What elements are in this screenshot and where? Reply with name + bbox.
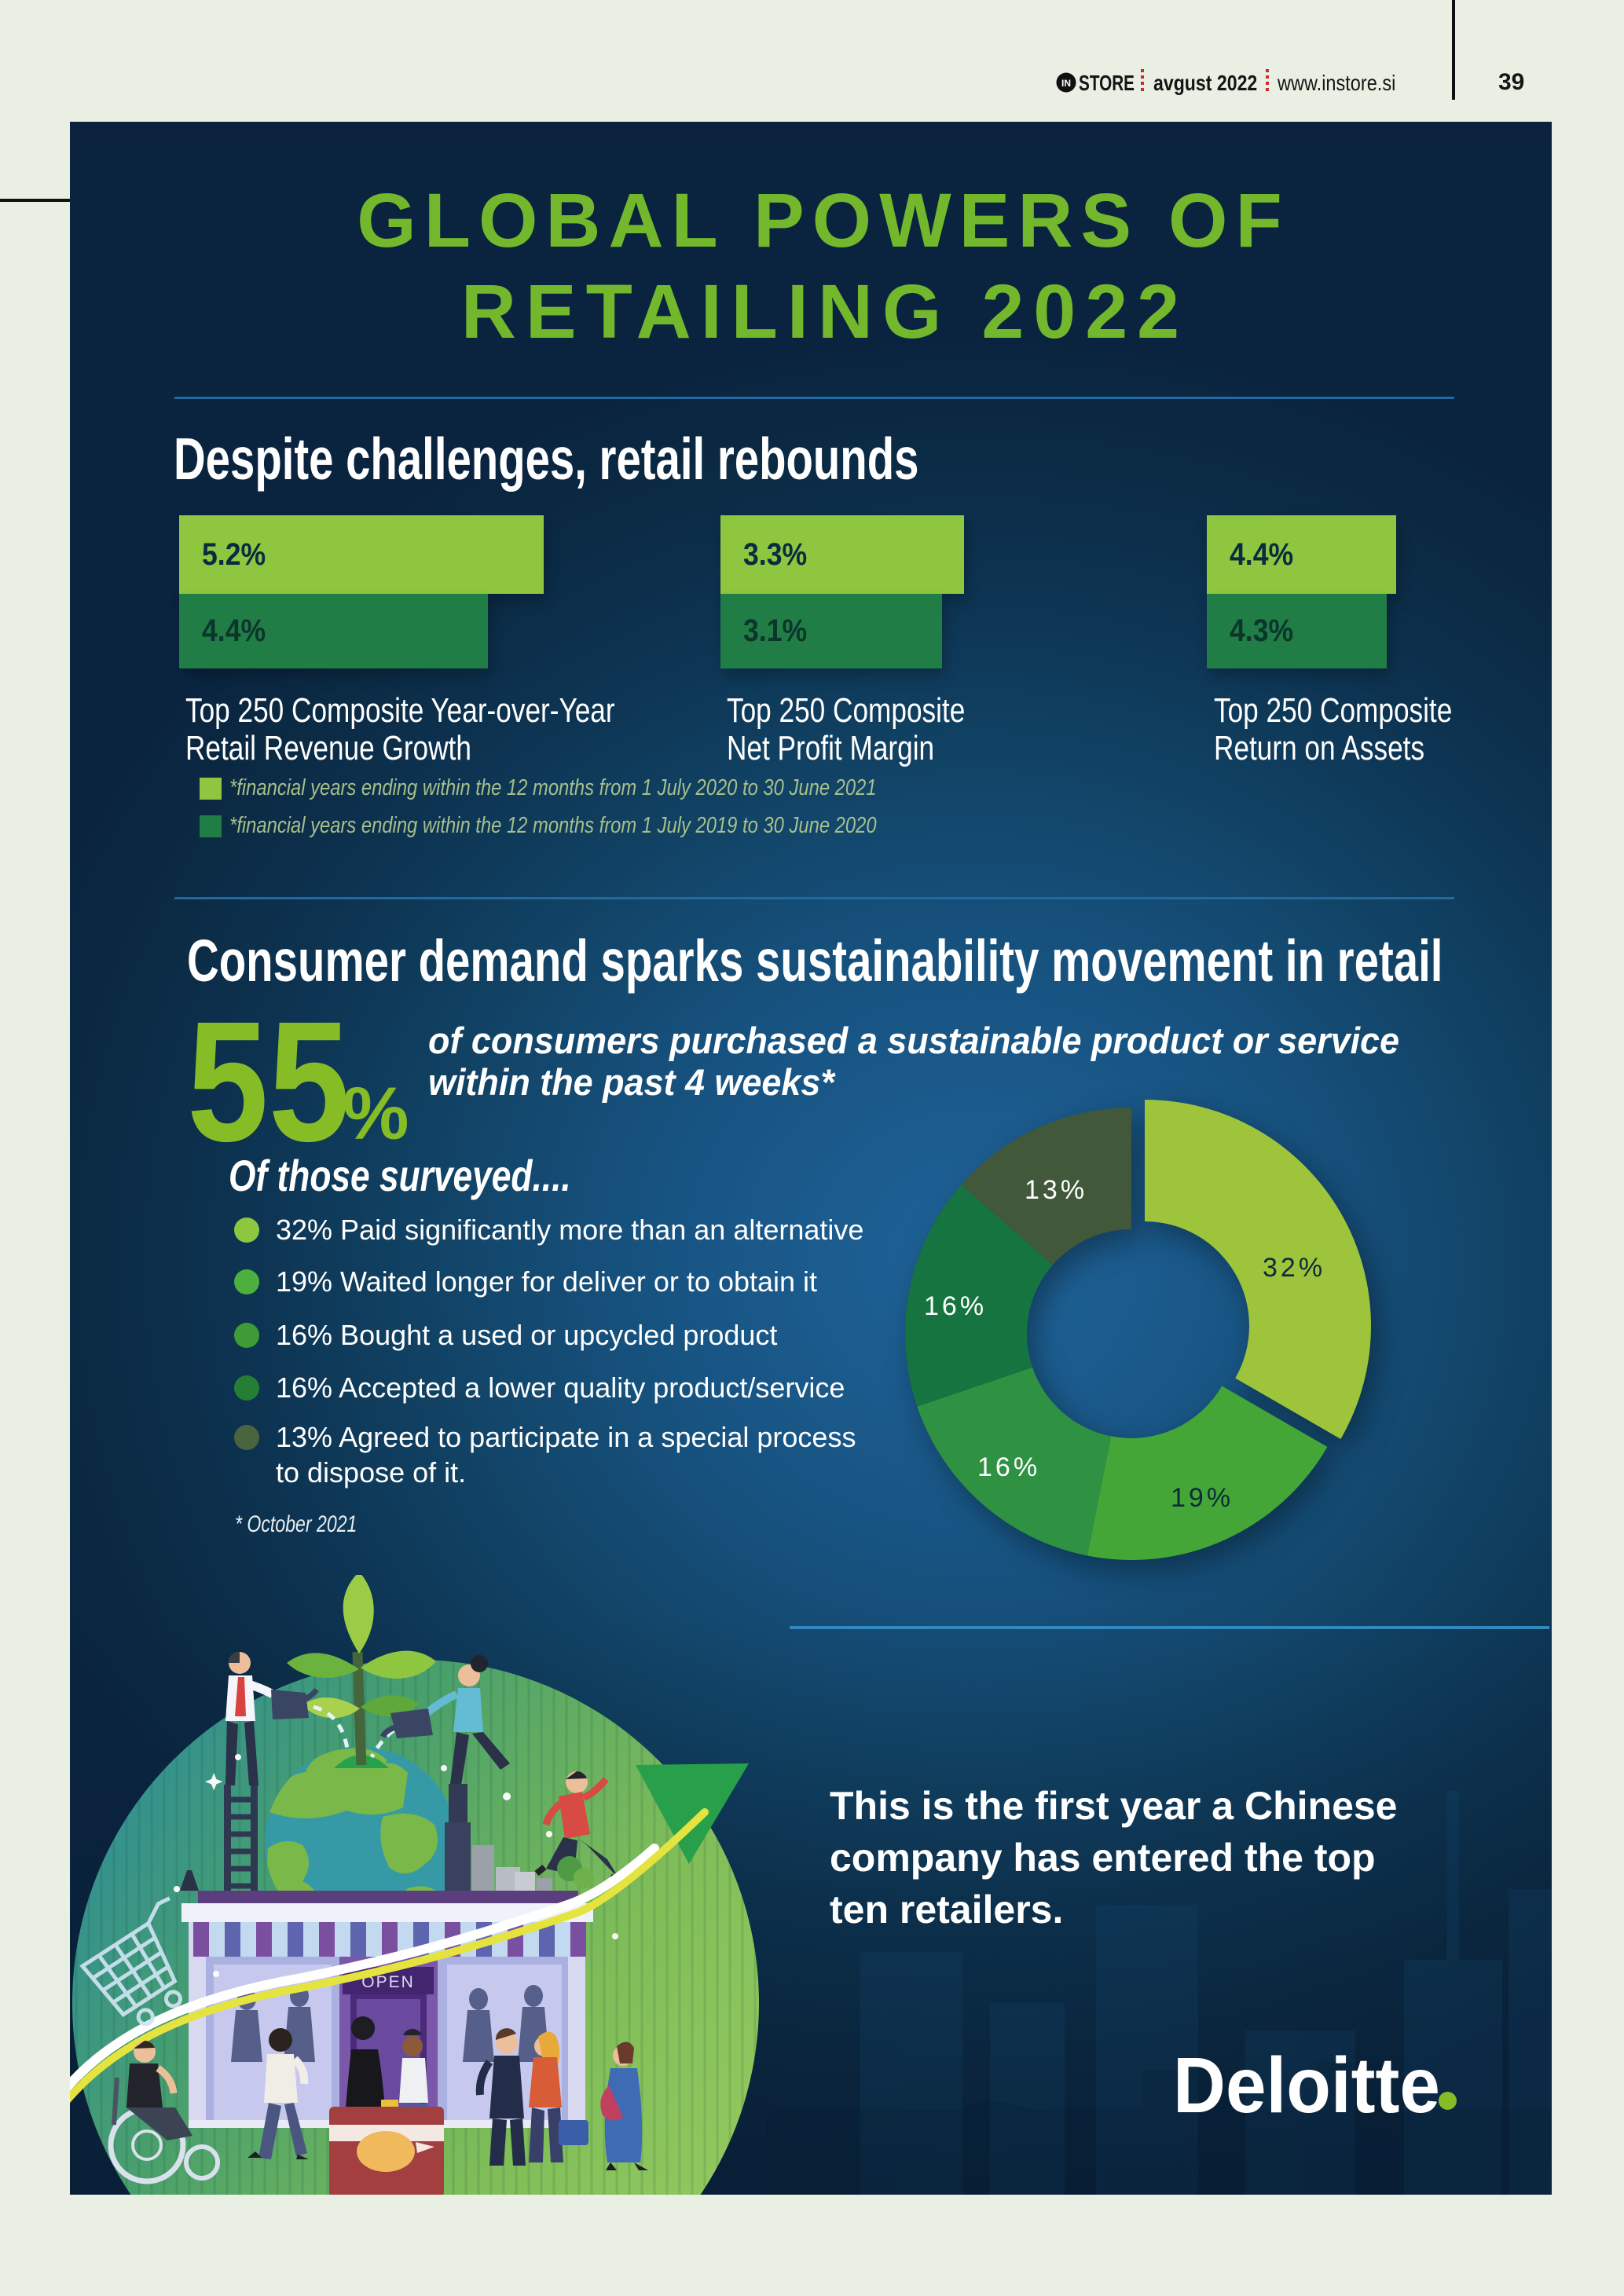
svg-text:19%: 19% (1171, 1483, 1234, 1513)
svg-text:OPEN: OPEN (361, 1973, 415, 1991)
svg-text:32%: 32% (1263, 1253, 1325, 1283)
svg-text:16%: 16% (977, 1452, 1040, 1482)
svg-text:IN: IN (1061, 78, 1071, 89)
svg-text:13%: 13% (1025, 1175, 1087, 1205)
svg-text:16%: 16% (924, 1291, 987, 1321)
